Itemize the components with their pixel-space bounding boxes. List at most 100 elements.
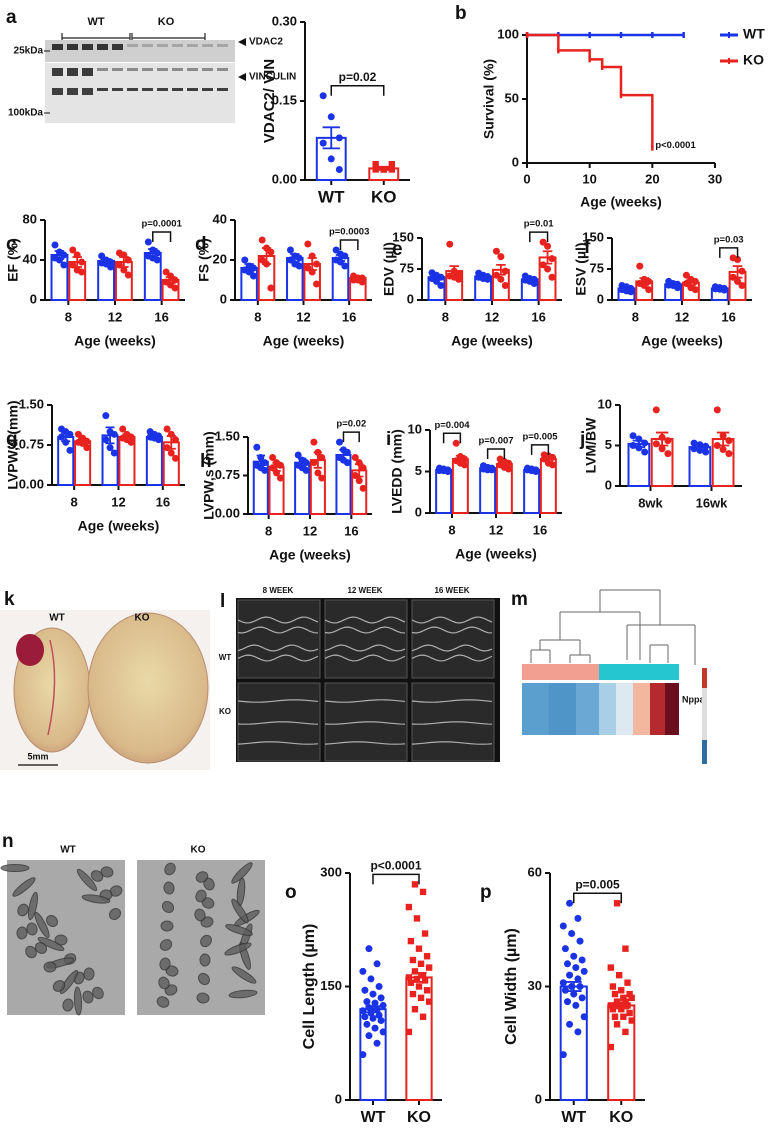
data-point (645, 286, 653, 294)
data-point (62, 438, 70, 446)
p-value: p=0.02 (339, 70, 377, 84)
x-tick-label: 12 (303, 523, 317, 538)
x-tick-label: 12 (489, 522, 503, 537)
significance-bracket (442, 432, 462, 444)
y-tick-label: 100 (497, 26, 519, 41)
cell (28, 891, 38, 921)
data-point (388, 161, 396, 168)
data-point (106, 444, 114, 452)
data-point (78, 268, 86, 276)
data-point (162, 268, 170, 276)
panel-letter: b (455, 3, 467, 24)
x-axis-title: Age (weeks) (451, 333, 533, 349)
x-tick-label: WT (561, 1109, 586, 1126)
data-point (66, 446, 74, 454)
significance-bracket (152, 231, 172, 242)
cell (161, 901, 175, 913)
data-point (155, 436, 163, 444)
data-point (574, 914, 582, 922)
data-point (702, 442, 710, 450)
band (142, 88, 153, 91)
bar (145, 436, 163, 486)
heat-cell (576, 683, 599, 735)
data-point (719, 446, 727, 454)
y-tick-label: 0 (30, 291, 37, 306)
data-point (641, 439, 649, 447)
y-tick-label: 0 (220, 291, 227, 306)
band (82, 68, 93, 76)
x-tick-label: 16 (156, 494, 170, 509)
data-point (629, 442, 637, 449)
data-point (409, 956, 417, 964)
x-tick-label: 8 (254, 309, 261, 324)
data-point (359, 967, 367, 975)
x-tick-label: 16 (531, 309, 545, 324)
arrowhead (238, 38, 246, 46)
band (82, 44, 93, 50)
heat-cell (522, 683, 549, 735)
data-point (609, 983, 617, 990)
cell (34, 911, 50, 939)
data-point (674, 284, 682, 292)
y-tick-label: 75 (590, 260, 604, 275)
x-axis-title: Age (weeks) (78, 518, 160, 534)
cell (34, 942, 48, 954)
p-value: p=0.0001 (141, 219, 182, 230)
data-point (55, 256, 63, 264)
data-point (351, 472, 359, 479)
echo-wave (324, 741, 406, 745)
data-point (611, 1013, 619, 1020)
data-point (544, 265, 552, 273)
data-point (635, 444, 643, 452)
echo-wave (237, 699, 319, 703)
cell (59, 969, 79, 995)
heat-cell (599, 683, 616, 735)
band (157, 88, 168, 91)
echo-frame (411, 599, 495, 679)
panel-letter: p (480, 882, 492, 903)
data-point (163, 444, 171, 452)
data-point (373, 960, 381, 968)
significance-bracket (486, 448, 506, 460)
data-point (102, 412, 110, 420)
data-point (613, 998, 621, 1005)
data-point (310, 438, 318, 446)
data-point (51, 241, 59, 249)
data-point (544, 242, 552, 250)
data-point (615, 1002, 623, 1009)
y-axis-title: LVPW,d (mm) (5, 400, 21, 489)
data-point (144, 238, 152, 246)
data-point (497, 253, 505, 261)
data-point (372, 166, 379, 173)
y-axis-title: EF (%) (5, 238, 21, 282)
gene-label: Nppa (682, 694, 705, 704)
y-tick-label: 0.30 (272, 13, 297, 28)
band-label: VDAC2 (249, 37, 283, 48)
heat-cell (549, 683, 576, 735)
data-point (267, 284, 275, 292)
data-point (341, 262, 349, 270)
data-point (574, 975, 582, 983)
echo-wave (324, 644, 406, 652)
data-point (561, 945, 569, 953)
data-point (273, 469, 281, 477)
data-point (355, 477, 363, 485)
data-point (241, 256, 249, 264)
y-tick-label: 0.15 (272, 92, 297, 107)
data-point (423, 953, 431, 960)
data-point (620, 1013, 627, 1020)
data-point (437, 273, 445, 281)
data-point (641, 448, 649, 456)
data-point (611, 990, 619, 998)
heart-panel: k WT KO 5mm (0, 589, 210, 770)
annotation: p<0.0001 (655, 140, 696, 151)
group-bar (599, 664, 679, 680)
echo-wave (324, 721, 406, 725)
data-point (171, 276, 179, 284)
band (127, 68, 138, 71)
data-point (375, 1011, 383, 1019)
y-axis-title: Survival (%) (481, 59, 497, 139)
scale-label: 5mm (27, 751, 48, 761)
cell (92, 986, 104, 1000)
band (127, 88, 138, 91)
